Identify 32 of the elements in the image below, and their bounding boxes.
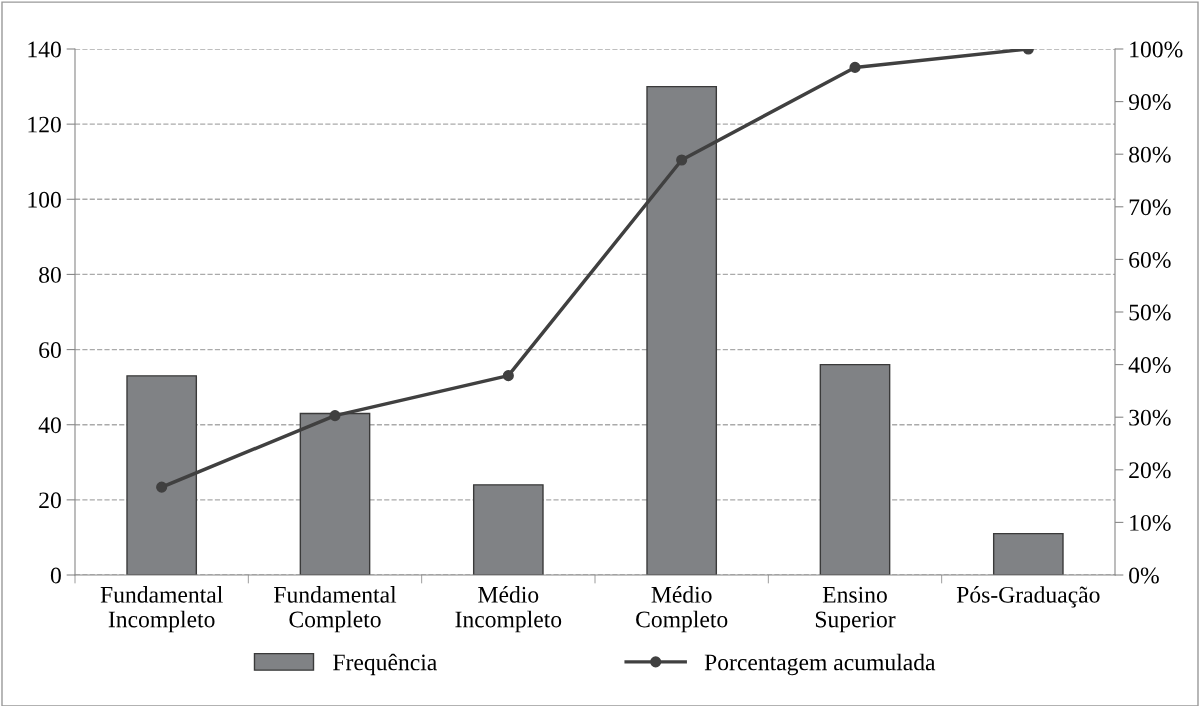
y2-tick-label: 70%: [1129, 199, 1171, 216]
point: [502, 370, 514, 382]
x-tick-label: Ensino Superior: [815, 586, 896, 633]
point: [849, 61, 861, 73]
y2-tick-label: 30%: [1129, 409, 1171, 426]
y-tick-label: 20: [39, 492, 61, 509]
y2-tick-label: 0%: [1129, 567, 1159, 584]
y2-tick-label: 90%: [1128, 94, 1171, 111]
point: [329, 410, 341, 422]
y2-tick-label: 100%: [1130, 41, 1183, 58]
y-tick-label: 140: [28, 41, 61, 58]
legend-label: Frequência: [333, 653, 437, 676]
y2-tick-label: 40%: [1128, 357, 1171, 374]
legend-label: Porcentagem acumulada: [704, 653, 936, 676]
y-tick-label: 40: [38, 417, 61, 434]
x-tick-label: Fundamental Incompleto: [100, 586, 223, 633]
y-tick-label: 0: [50, 567, 61, 584]
x-tick-label: Médio Completo: [636, 586, 728, 633]
y2-tick-label: 10%: [1130, 514, 1171, 531]
y2-tick-label: 50%: [1129, 304, 1171, 321]
y2-tick-label: 80%: [1129, 146, 1171, 163]
y-tick-label: 80: [39, 266, 61, 283]
x-tick-label: Pós-Graduação: [956, 586, 1100, 608]
point: [156, 481, 168, 493]
y2-tick-label: 60%: [1129, 251, 1171, 268]
y2-tick-label: 20%: [1129, 462, 1171, 479]
y-tick-label: 120: [28, 116, 61, 133]
y-tick-label: 60: [39, 342, 61, 358]
x-tick-label: Médio Incompleto: [455, 586, 562, 633]
point: [676, 154, 688, 166]
y-tick-label: 100: [28, 191, 61, 208]
x-tick-label: Fundamental Completo: [274, 586, 397, 633]
